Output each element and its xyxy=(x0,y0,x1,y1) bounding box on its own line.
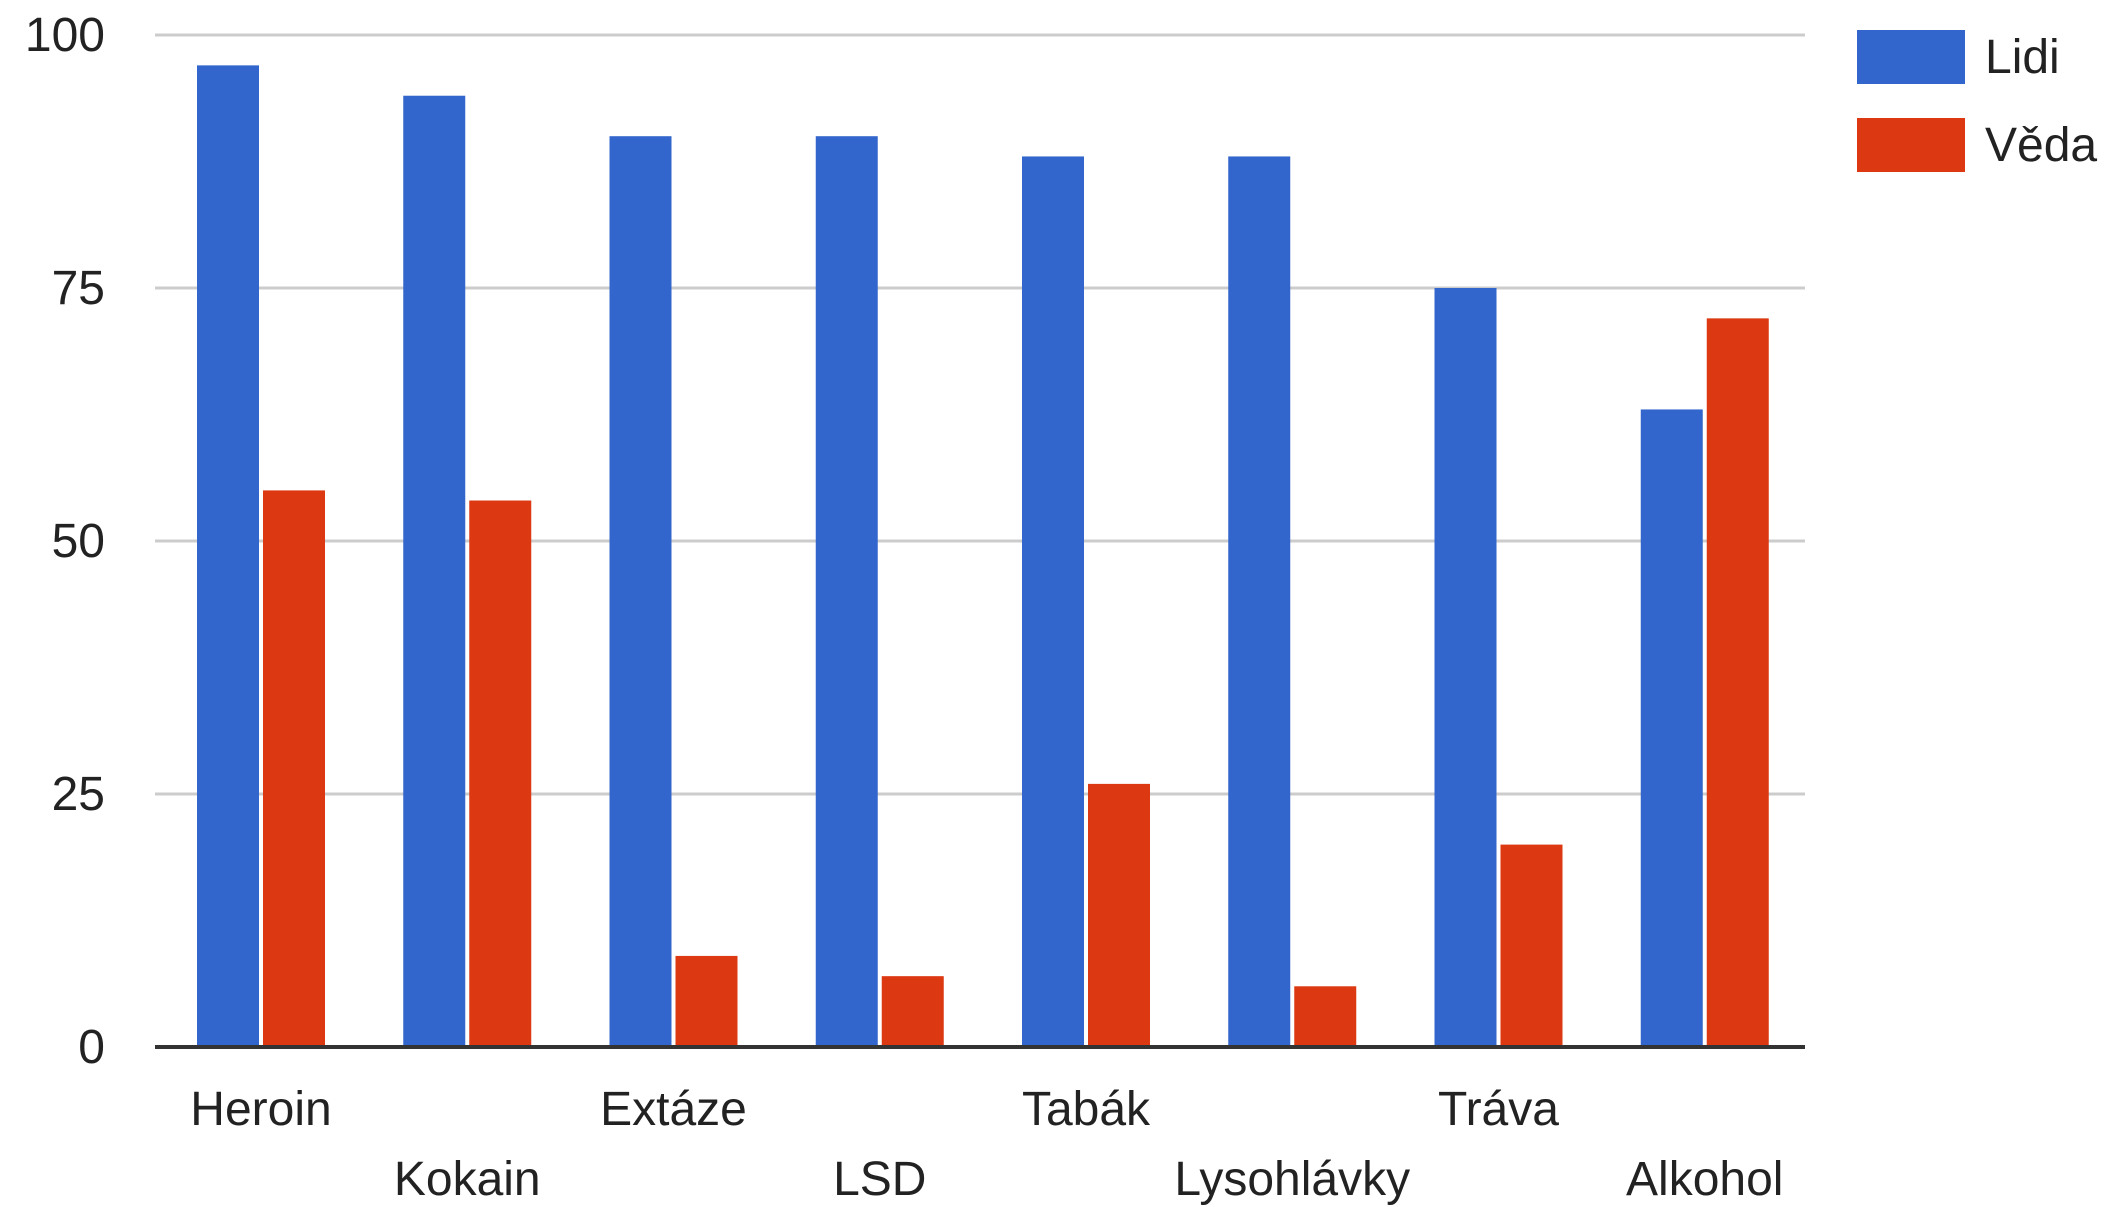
x-tick-label-alkohol: Alkohol xyxy=(1626,1153,1783,1206)
bar-lidi-extaze xyxy=(609,136,672,1047)
x-tick-label-heroin: Heroin xyxy=(190,1083,331,1136)
y-tick-label-25: 25 xyxy=(52,768,105,821)
legend-label-veda: Věda xyxy=(1985,119,2097,172)
legend-label-lidi: Lidi xyxy=(1985,31,2060,84)
x-axis-labels: Heroin Kokain Extáze LSD Tabák Lysohlávky Tráv… xyxy=(190,1083,1783,1206)
y-tick-label-0: 0 xyxy=(78,1021,105,1074)
x-tick-label-lysohlavky: Lysohlávky xyxy=(1174,1153,1410,1206)
bar-veda-kokain xyxy=(469,500,532,1047)
bar-lidi-alkohol xyxy=(1640,409,1703,1047)
bar-veda-trava xyxy=(1500,844,1563,1047)
bars xyxy=(155,65,1805,1049)
y-tick-label-75: 75 xyxy=(52,262,105,315)
bar-veda-tabak xyxy=(1088,783,1150,1047)
bar-veda-heroin xyxy=(263,490,325,1047)
y-axis-ticks: 0 25 50 75 100 xyxy=(25,9,105,1074)
bar-veda-lsd xyxy=(881,976,944,1047)
bar-lidi-heroin xyxy=(197,65,259,1048)
legend-swatch-lidi xyxy=(1857,30,1965,84)
bar-lidi-lsd xyxy=(815,136,878,1047)
x-tick-label-trava: Tráva xyxy=(1438,1083,1559,1136)
bar-veda-alkohol xyxy=(1706,318,1769,1047)
bar-veda-lysohlavky xyxy=(1294,986,1357,1047)
x-tick-label-extaze: Extáze xyxy=(600,1083,747,1136)
y-tick-label-50: 50 xyxy=(52,515,105,568)
x-tick-label-lsd: LSD xyxy=(833,1153,926,1206)
legend: Lidi Věda xyxy=(1857,30,2097,172)
legend-swatch-veda xyxy=(1857,118,1965,172)
x-tick-label-tabak: Tabák xyxy=(1022,1083,1151,1136)
bar-lidi-tabak xyxy=(1022,156,1084,1047)
gridlines xyxy=(155,33,1805,796)
bar-lidi-trava xyxy=(1434,288,1497,1047)
bar-lidi-kokain xyxy=(403,95,466,1048)
x-tick-label-kokain: Kokain xyxy=(394,1153,541,1206)
bar-veda-extaze xyxy=(675,955,738,1047)
bar-lidi-lysohlavky xyxy=(1228,156,1291,1047)
y-tick-label-100: 100 xyxy=(25,9,105,62)
